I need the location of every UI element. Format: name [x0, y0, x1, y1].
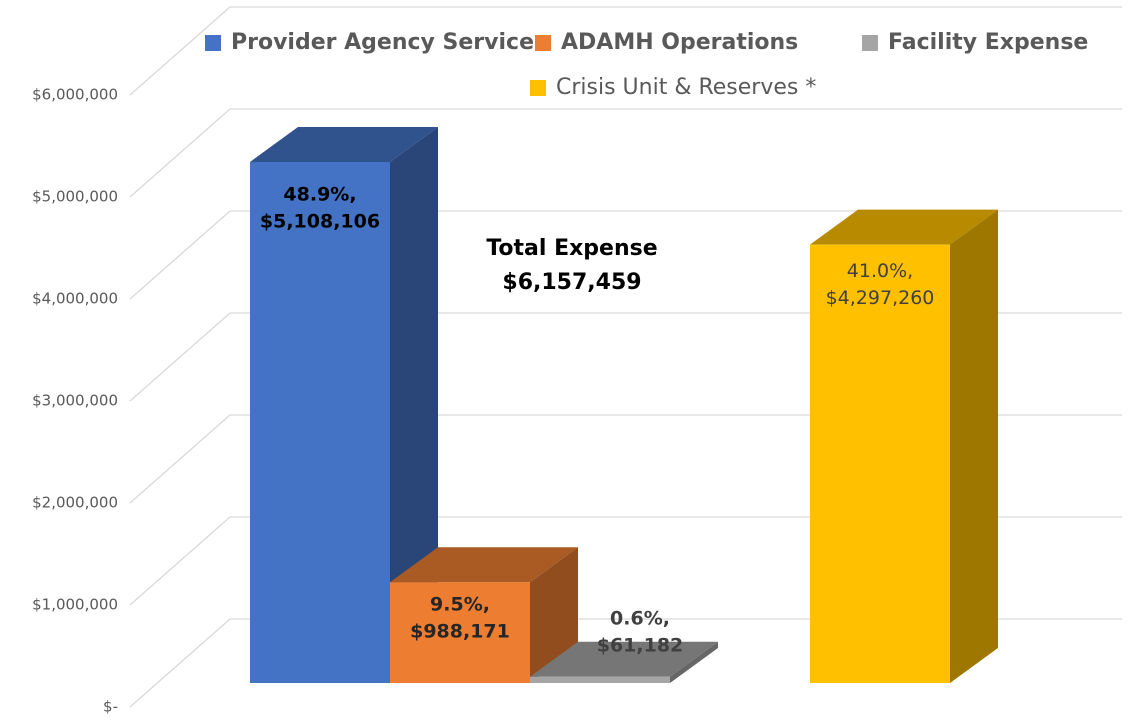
grid-line: [129, 414, 231, 504]
legend-swatch: [530, 80, 546, 96]
value-label: $988,171: [410, 621, 510, 643]
y-tick-label: $3,000,000: [32, 392, 118, 410]
grid-line: [129, 210, 231, 300]
grid-line: [129, 6, 231, 96]
bar: [810, 244, 950, 683]
grid-line: [129, 312, 231, 402]
y-tick-label: $1,000,000: [32, 596, 118, 614]
value-label: $4,297,260: [826, 287, 935, 309]
y-tick-label: $2,000,000: [32, 494, 118, 512]
value-label: $61,182: [597, 634, 684, 656]
y-tick-label: $6,000,000: [32, 86, 118, 104]
bar-top: [810, 209, 998, 245]
legend-label: Facility Expense: [888, 30, 1088, 55]
value-label: $5,108,106: [260, 210, 380, 232]
y-tick-label: $-: [103, 698, 118, 716]
grid-line: [129, 108, 231, 198]
legend-swatch: [205, 35, 221, 51]
bar: [530, 676, 670, 683]
grid-line: [129, 618, 231, 708]
legend-swatch: [862, 35, 878, 51]
legend-label: ADAMH Operations: [561, 30, 798, 55]
legend-label: Crisis Unit & Reserves *: [556, 75, 816, 100]
value-label: 41.0%,: [847, 260, 913, 282]
bar-top: [530, 641, 718, 677]
annotation: Total Expense: [486, 236, 657, 261]
bar: [390, 582, 530, 683]
bar-side: [950, 209, 998, 683]
annotation: $6,157,459: [502, 270, 641, 295]
legend-swatch: [535, 35, 551, 51]
value-label: 48.9%,: [283, 183, 356, 205]
bar-top: [390, 547, 578, 583]
grid-line: [129, 516, 231, 606]
bar-side: [530, 547, 578, 683]
bar-side: [390, 126, 438, 683]
value-label: 9.5%,: [430, 594, 490, 616]
legend-label: Provider Agency Services: [231, 30, 547, 55]
value-label: 0.6%,: [610, 607, 670, 629]
bar-top: [250, 126, 438, 162]
bar: [250, 161, 390, 683]
y-tick-label: $5,000,000: [32, 188, 118, 206]
bar-side: [670, 641, 718, 683]
y-tick-label: $4,000,000: [32, 290, 118, 308]
